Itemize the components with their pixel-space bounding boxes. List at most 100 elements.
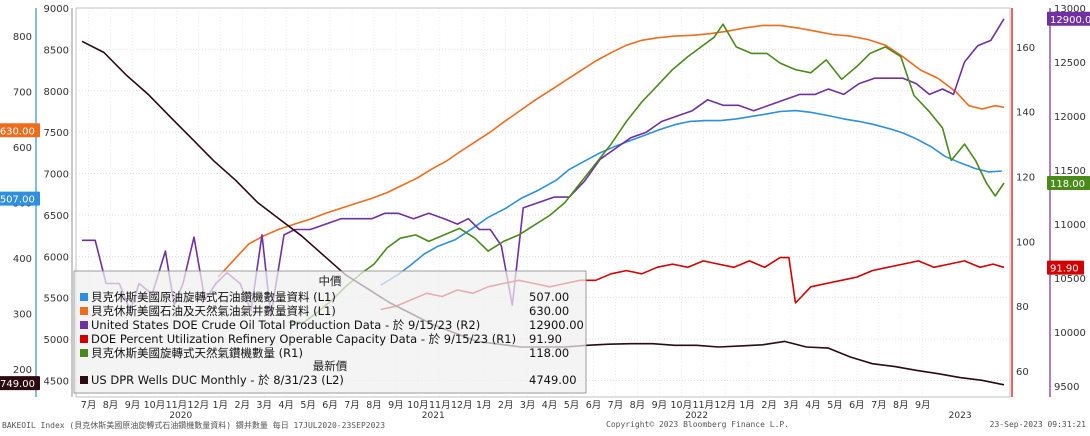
legend-box: [73, 270, 587, 394]
x-tick-label-17: 12月: [451, 400, 473, 411]
x-tick-label-13: 8月: [366, 400, 382, 411]
right-badge-1-label: 118.00: [1050, 179, 1085, 190]
tick-label-l2-0: 200: [13, 365, 32, 376]
tick-label-r2-0: 9500: [1054, 382, 1079, 393]
x-year-label-0: 2020: [169, 411, 192, 421]
x-tick-label-19: 2月: [498, 400, 514, 411]
x-tick-label-26: 9月: [652, 400, 668, 411]
x-tick-label-21: 4月: [542, 400, 558, 411]
x-tick-label-16: 11月: [429, 400, 451, 411]
x-tick-label-5: 12月: [188, 400, 210, 411]
legend-swatch-1: [80, 307, 88, 315]
x-tick-label-1: 8月: [103, 400, 119, 411]
x-tick-label-25: 8月: [630, 400, 646, 411]
tick-label-r1-4: 140: [1016, 108, 1035, 119]
tick-label-l2-2: 400: [13, 254, 32, 265]
tick-label-r2-1: 10000: [1054, 328, 1086, 339]
footer-center: Copyright© 2023 Bloomberg Finance L.P.: [606, 420, 790, 429]
x-tick-label-27: 10月: [671, 400, 693, 411]
legend-entry-3: DOE Percent Utilization Refinery Operabl…: [91, 332, 516, 346]
x-tick-label-31: 2月: [761, 400, 777, 411]
left-badge-0-label: 630.00: [0, 126, 35, 137]
legend-last-3: 91.90: [529, 332, 562, 346]
x-tick-label-30: 1月: [739, 400, 755, 411]
x-tick-label-38: 9月: [915, 400, 931, 411]
x-tick-label-2: 9月: [125, 400, 141, 411]
tick-label-r2-4: 11500: [1054, 166, 1086, 177]
footer-left: BAKEOIL Index (貝克休斯美國原油旋轉式石油鑽機數量資料) 鑽井數量…: [2, 421, 386, 430]
x-tick-label-8: 3月: [256, 400, 272, 411]
tick-label-r1-5: 160: [1016, 43, 1035, 54]
legend-heading-last: 最新價: [313, 359, 348, 373]
x-tick-label-22: 5月: [564, 400, 580, 411]
footer-right: 23-Sep-2023 09:31:21: [989, 420, 1086, 429]
x-tick-label-12: 7月: [344, 400, 360, 411]
right-badge-0-box: [1047, 11, 1090, 26]
legend-heading-mid: 中價: [319, 274, 342, 288]
x-tick-label-15: 10月: [407, 400, 429, 411]
legend-last-0: 507.00: [529, 290, 569, 304]
right-badge-1-box: [1047, 176, 1090, 191]
x-tick-label-34: 5月: [827, 400, 843, 411]
x-year-label-2: 2022: [685, 411, 708, 421]
tick-label-r1-3: 120: [1016, 173, 1035, 184]
tick-label-l1-6: 7500: [44, 128, 69, 139]
x-tick-label-29: 12月: [714, 400, 736, 411]
tick-label-r1-1: 80: [1016, 302, 1029, 313]
x-tick-label-7: 2月: [234, 400, 250, 411]
x-tick-label-18: 1月: [476, 400, 492, 411]
x-tick-label-10: 5月: [300, 400, 316, 411]
footer: BAKEOIL Index (貝克休斯美國原油旋轉式石油鑽機數量資料) 鑽井數量…: [0, 420, 1090, 432]
tick-label-l2-1: 300: [13, 310, 32, 321]
tick-label-l1-3: 6000: [44, 252, 69, 263]
tick-label-r2-5: 12000: [1054, 112, 1086, 123]
tick-label-r1-0: 60: [1016, 367, 1029, 378]
x-year-label-3: 2023: [949, 411, 972, 421]
tick-label-r2-2: 10500: [1054, 274, 1086, 285]
tick-label-l1-8: 8500: [44, 45, 69, 56]
legend-entry-4: 貝克休斯美國旋轉式天然氣鑽機數量 (R1): [91, 346, 303, 360]
tick-label-r2-7: 13000: [1054, 4, 1086, 15]
x-tick-label-20: 3月: [520, 400, 536, 411]
x-tick-label-33: 4月: [805, 400, 821, 411]
tick-label-l1-7: 8000: [44, 87, 69, 98]
x-tick-label-23: 6月: [586, 400, 602, 411]
x-tick-label-37: 8月: [893, 400, 909, 411]
tick-label-l1-0: 4500: [44, 376, 69, 387]
x-year-label-1: 2021: [422, 411, 445, 421]
left-badge-2-box: [0, 376, 40, 391]
tick-label-l2-4: 600: [13, 143, 32, 154]
legend-swatch-4: [80, 349, 88, 357]
legend-swatch-0: [80, 293, 88, 301]
x-tick-label-6: 1月: [213, 400, 229, 411]
x-tick-label-0: 7月: [81, 400, 97, 411]
legend-last-5: 4749.00: [529, 373, 577, 387]
legend-last-4: 118.00: [529, 346, 569, 360]
series-line-1: [217, 24, 1005, 278]
tick-label-r2-3: 11000: [1054, 220, 1086, 231]
tick-label-l2-6: 800: [13, 32, 32, 43]
left-badge-1-box: [0, 191, 40, 206]
x-tick-label-28: 11月: [692, 400, 714, 411]
legend-entry-1: 貝克休斯美國石油及天然氣油氣井數量資料 (L1): [91, 304, 336, 318]
tick-label-l1-2: 5500: [44, 294, 69, 305]
x-tick-label-11: 6月: [322, 400, 338, 411]
left-badge-0-box: [0, 123, 40, 138]
tick-label-r2-6: 12500: [1054, 58, 1086, 69]
right-badge-2-box: [1047, 260, 1084, 275]
tick-label-l1-9: 9000: [44, 4, 69, 15]
left-badge-1-label: 507.00: [0, 195, 35, 206]
right-badge-2-label: 91.90: [1050, 264, 1079, 275]
tick-label-r1-2: 100: [1016, 237, 1035, 248]
tick-label-l1-5: 7000: [44, 170, 69, 181]
legend-entry-5: US DPR Wells DUC Monthly - 於 8/31/23 (L2…: [91, 373, 344, 387]
x-tick-label-32: 3月: [783, 400, 799, 411]
legend-swatch-2: [80, 321, 88, 329]
tick-label-l2-5: 700: [13, 87, 32, 98]
legend-last-1: 630.00: [529, 304, 569, 318]
tick-label-l1-1: 5000: [44, 335, 69, 346]
x-tick-label-9: 4月: [278, 400, 294, 411]
